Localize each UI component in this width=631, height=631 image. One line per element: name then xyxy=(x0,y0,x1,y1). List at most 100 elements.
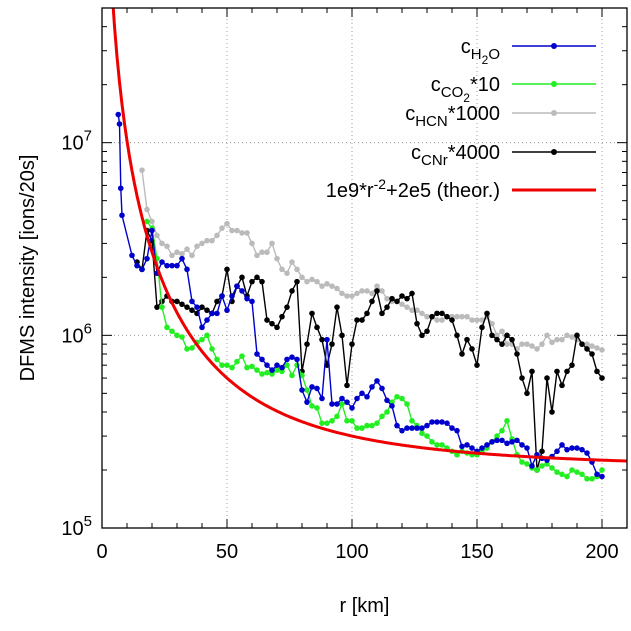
data-point xyxy=(514,351,520,357)
data-point xyxy=(369,290,375,297)
data-point xyxy=(249,298,255,305)
data-point xyxy=(144,206,150,213)
tick-labels: 0 50 100 150 200 105 106 107 xyxy=(61,128,618,563)
data-point xyxy=(214,298,220,305)
data-point xyxy=(384,397,390,404)
data-point xyxy=(389,403,395,409)
data-point xyxy=(584,341,590,347)
data-point xyxy=(279,266,285,273)
data-point xyxy=(314,385,320,392)
data-point xyxy=(594,471,600,478)
data-point xyxy=(524,390,530,397)
data-point xyxy=(134,262,140,269)
data-point xyxy=(179,255,185,262)
data-point xyxy=(464,336,470,343)
legend-label: cHCN*1000 xyxy=(405,103,500,130)
series-line xyxy=(136,228,603,471)
data-point xyxy=(354,290,360,297)
data-point xyxy=(117,185,124,192)
data-point xyxy=(189,307,195,314)
data-point xyxy=(424,422,430,429)
data-point xyxy=(349,293,355,299)
data-point xyxy=(364,393,370,400)
data-point xyxy=(394,298,400,305)
data-point xyxy=(309,403,315,409)
data-point xyxy=(399,293,405,299)
data-point xyxy=(304,278,310,285)
data-point xyxy=(209,346,215,352)
data-point xyxy=(254,252,260,259)
data-point xyxy=(159,240,165,247)
data-point xyxy=(139,167,145,173)
data-point xyxy=(594,368,600,375)
data-point xyxy=(589,476,595,482)
data-point xyxy=(439,317,445,323)
x-axis-label: r [km] xyxy=(340,595,390,617)
data-point xyxy=(284,270,290,277)
data-point xyxy=(204,332,210,339)
data-point xyxy=(234,358,240,365)
data-point xyxy=(544,375,550,381)
data-point xyxy=(274,362,280,368)
series-ccnr-4000 xyxy=(134,227,605,473)
data-point xyxy=(179,250,185,257)
data-point xyxy=(564,368,570,375)
data-point xyxy=(539,341,545,347)
legend-label: cCNr*4000 xyxy=(411,142,500,169)
data-point xyxy=(169,262,175,269)
data-point xyxy=(519,341,525,347)
data-point xyxy=(274,367,280,373)
data-point xyxy=(194,243,200,250)
data-point xyxy=(344,399,350,405)
data-point xyxy=(419,332,425,339)
data-point xyxy=(144,255,150,262)
data-point xyxy=(534,346,540,352)
data-point xyxy=(569,362,575,368)
data-point xyxy=(344,382,350,389)
data-point xyxy=(259,356,265,363)
data-point xyxy=(574,445,580,451)
data-point xyxy=(116,121,123,127)
x-tick-label: 200 xyxy=(585,541,618,563)
data-point xyxy=(509,439,515,445)
data-point xyxy=(249,363,255,370)
data-point xyxy=(159,304,165,310)
data-point xyxy=(414,425,420,431)
data-point xyxy=(304,341,310,347)
data-point xyxy=(284,362,290,368)
data-point xyxy=(459,351,465,357)
data-point xyxy=(584,346,590,352)
legend-marker xyxy=(551,110,557,116)
data-point xyxy=(469,317,475,323)
data-point xyxy=(269,240,275,247)
data-point xyxy=(139,266,145,273)
data-point xyxy=(199,304,205,310)
data-point xyxy=(584,450,590,456)
data-point xyxy=(299,274,305,281)
data-point xyxy=(519,375,525,381)
data-point xyxy=(239,274,245,281)
data-point xyxy=(199,324,205,331)
data-point xyxy=(404,425,410,431)
data-point xyxy=(494,336,500,343)
grid-lines xyxy=(102,8,627,528)
data-point xyxy=(589,343,595,349)
data-point xyxy=(329,401,335,407)
data-point xyxy=(279,364,285,371)
data-point xyxy=(299,372,305,379)
data-point xyxy=(524,341,530,347)
data-point xyxy=(344,418,350,424)
data-point xyxy=(299,387,305,393)
data-point xyxy=(279,313,285,320)
data-point xyxy=(494,433,500,439)
data-point xyxy=(369,422,375,429)
data-point xyxy=(164,262,170,269)
data-point xyxy=(259,249,265,256)
legend-marker xyxy=(551,149,557,155)
data-point xyxy=(434,419,440,425)
data-point xyxy=(264,249,270,256)
legend-entry: cH2O xyxy=(461,36,596,67)
y-tick-label: 105 xyxy=(61,513,92,540)
data-point xyxy=(154,232,160,239)
data-point xyxy=(549,465,555,471)
